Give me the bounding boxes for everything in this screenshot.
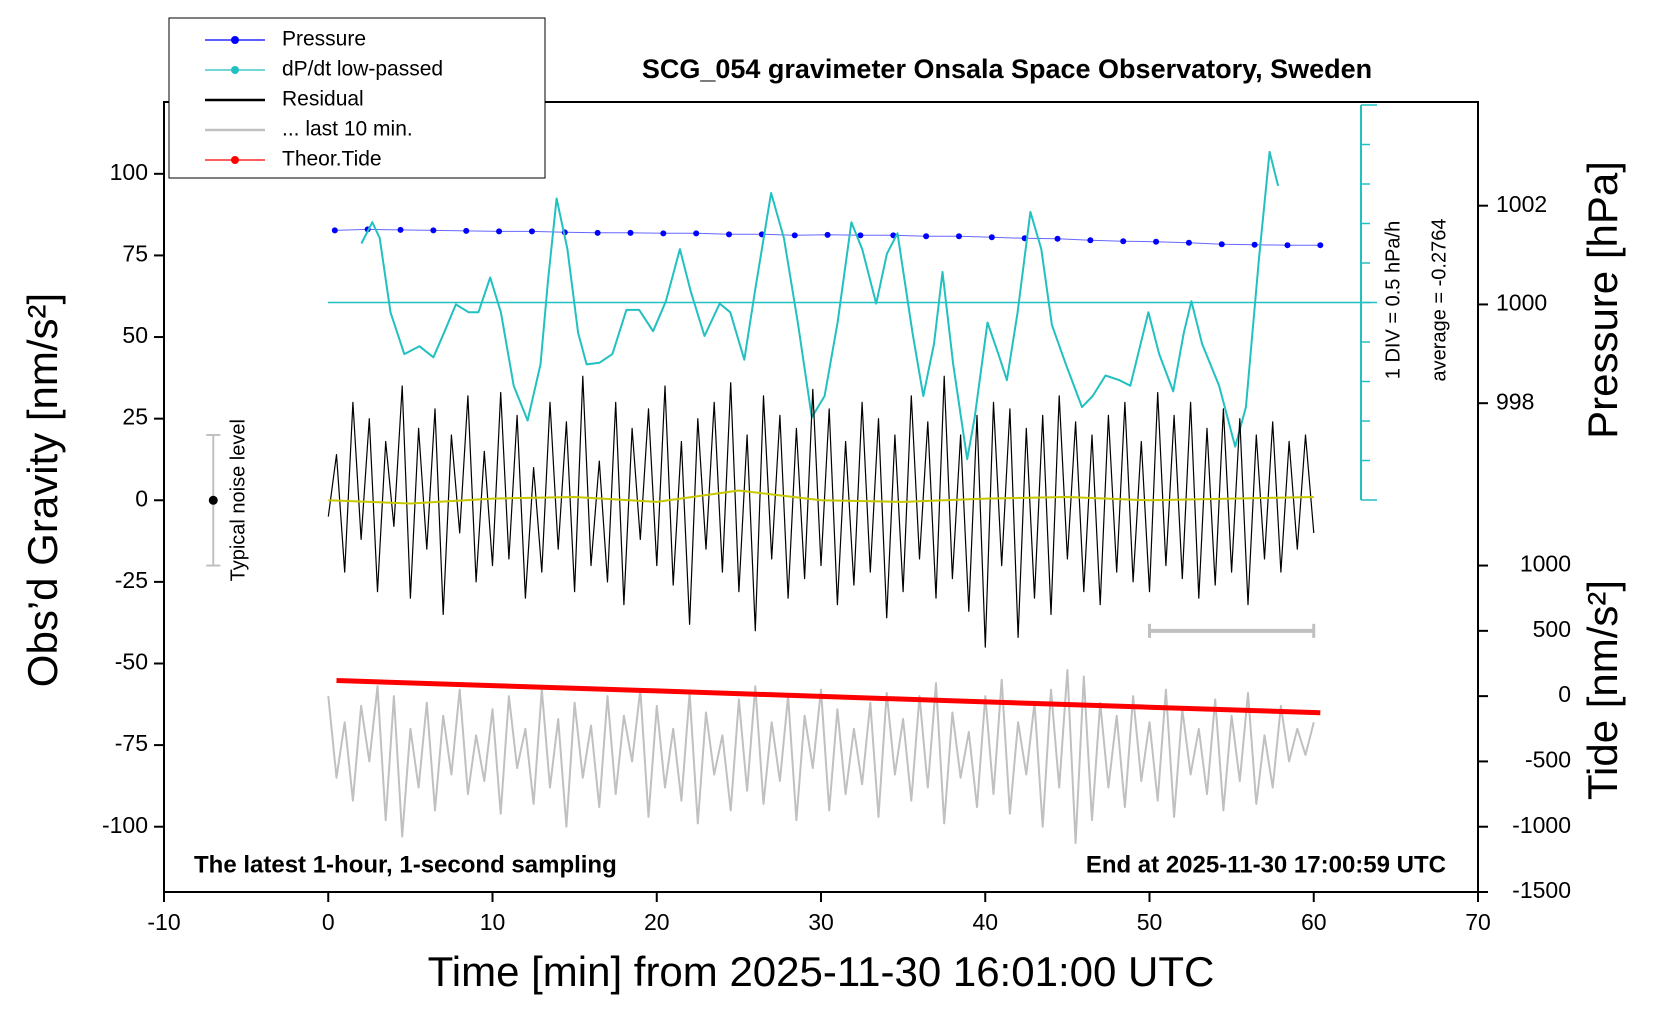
legend-label: Theor.Tide xyxy=(282,148,382,171)
pressure-dot xyxy=(923,233,930,240)
pressure-dot xyxy=(660,230,667,237)
pressure-dot xyxy=(594,229,601,236)
pressure-dot xyxy=(1054,235,1061,242)
y-tick-label: 75 xyxy=(122,241,148,267)
y-tick-label: 25 xyxy=(122,404,148,430)
pressure-dot xyxy=(693,230,700,237)
y-tick-label: -75 xyxy=(115,730,148,756)
pressure-dot xyxy=(1120,238,1127,245)
y3-tick-label: -1500 xyxy=(1512,877,1571,903)
legend-marker xyxy=(231,36,239,44)
legend-label: Residual xyxy=(282,88,364,111)
x-tick-label: 30 xyxy=(808,909,834,935)
legend-label: dP/dt low-passed xyxy=(282,58,443,81)
x-tick-label: 10 xyxy=(480,909,506,935)
y-tick-label: 100 xyxy=(110,159,148,185)
x-tick-label: 50 xyxy=(1137,909,1163,935)
y-tick-label: 0 xyxy=(135,485,148,511)
pressure-dot xyxy=(988,234,995,241)
dpdt-average-label: average = -0.2764 xyxy=(1428,219,1450,382)
noise-bar-label: Typical noise level xyxy=(228,419,250,581)
y3-tick-label: -1000 xyxy=(1512,812,1571,838)
pressure-dot xyxy=(1218,241,1225,248)
annotation: End at 2025-11-30 17:00:59 UTC xyxy=(1086,851,1446,878)
pressure-dot xyxy=(1317,242,1324,249)
pressure-dot xyxy=(397,226,404,233)
pressure-dot xyxy=(627,229,634,236)
pressure-dot xyxy=(955,233,962,240)
pressure-dot xyxy=(463,227,470,234)
y3-tick-label: 1000 xyxy=(1520,551,1571,577)
legend-label: ... last 10 min. xyxy=(282,118,413,141)
pressure-dot xyxy=(331,227,338,234)
annotation: The latest 1-hour, 1-second sampling xyxy=(194,851,617,878)
y3-tick-label: 500 xyxy=(1533,616,1571,642)
legend: Pressure dP/dt low-passed Residual ... last… xyxy=(205,28,443,171)
y-tick-label: -25 xyxy=(115,567,148,593)
series-line xyxy=(327,669,1315,844)
y2-tick-label: 1000 xyxy=(1496,290,1547,316)
noise-bar-center xyxy=(208,495,218,505)
legend-marker xyxy=(231,66,239,74)
pressure-dot xyxy=(1284,242,1291,249)
pressure-dot xyxy=(791,232,798,239)
pressure-dot xyxy=(430,227,437,234)
legend-label: Pressure xyxy=(282,28,366,51)
y-tick-label: -50 xyxy=(115,649,148,675)
chart-title: SCG_054 gravimeter Onsala Space Observat… xyxy=(642,54,1372,84)
pressure-dot xyxy=(496,228,503,235)
x-axis-label: Time [min] from 2025-11-30 16:01:00 UTC xyxy=(428,948,1215,995)
pressure-dot xyxy=(726,231,733,238)
y-axis-label: Obs’d Gravity [nm/s²] xyxy=(19,293,66,687)
pressure-dot xyxy=(1153,238,1160,245)
x-tick-label: -10 xyxy=(147,909,180,935)
legend-marker xyxy=(231,156,239,164)
y2-axis-label: Pressure [hPa] xyxy=(1579,161,1626,439)
legend-box xyxy=(168,17,546,179)
pressure-dot xyxy=(1185,239,1192,246)
x-tick-label: 0 xyxy=(322,909,335,935)
pressure-dot xyxy=(528,228,535,235)
x-tick-label: 20 xyxy=(644,909,670,935)
y3-tick-label: 0 xyxy=(1558,681,1571,707)
pressure-dot xyxy=(1251,241,1258,248)
pressure-dot xyxy=(1087,237,1094,244)
y3-axis-label: Tide [nm/s²] xyxy=(1579,580,1626,800)
x-tick-label: 40 xyxy=(972,909,998,935)
series-line xyxy=(327,375,1315,648)
y3-tick-label: -500 xyxy=(1525,746,1571,772)
y-tick-label: 50 xyxy=(122,322,148,348)
dpdt-scale-label: 1 DIV = 0.5 hPa/h xyxy=(1382,221,1404,379)
x-tick-label: 70 xyxy=(1465,909,1491,935)
y-tick-label: -100 xyxy=(102,812,148,838)
series-line xyxy=(328,489,1314,505)
plot-area xyxy=(206,104,1377,844)
pressure-dot xyxy=(824,231,831,238)
y2-tick-label: 998 xyxy=(1496,388,1534,414)
y2-tick-label: 1002 xyxy=(1496,191,1547,217)
series-line xyxy=(336,678,1321,716)
pressure-dot xyxy=(857,232,864,239)
series-line xyxy=(360,150,1280,461)
x-tick-label: 60 xyxy=(1301,909,1327,935)
